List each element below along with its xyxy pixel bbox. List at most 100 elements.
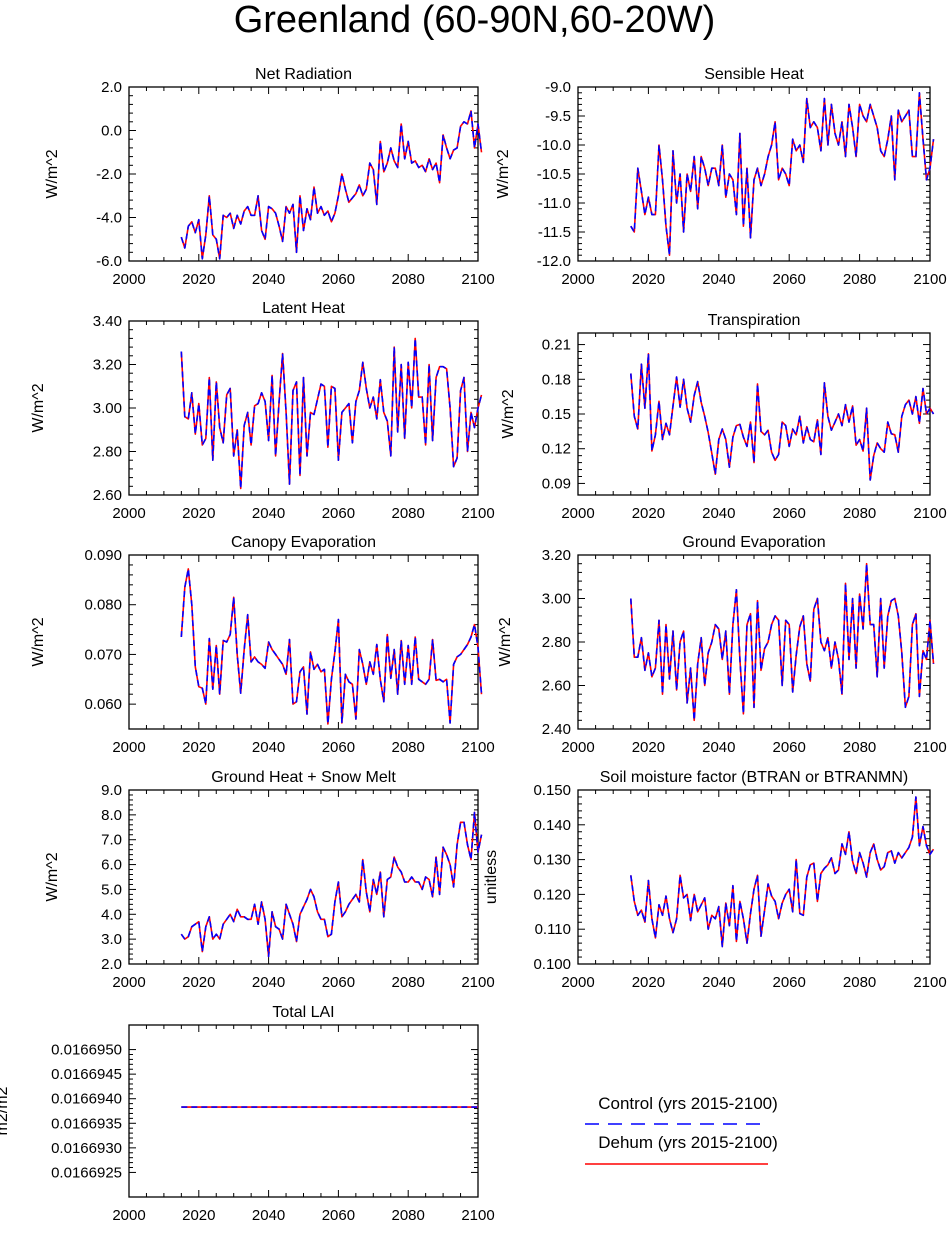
x-tick-label: 2100: [461, 1207, 494, 1224]
y-tick-label: 3.0: [101, 931, 122, 948]
y-axis-label: unitless: [483, 850, 500, 904]
x-tick-label: 2000: [112, 974, 145, 991]
chart-panel-6: Ground Heat + Snow Melt W/m^2 2000 2020 2040…: [44, 769, 495, 991]
y-tick-label: -6.0: [96, 253, 122, 270]
y-tick-label: 2.0: [101, 956, 122, 973]
panel-title: Sensible Heat: [704, 66, 804, 83]
y-tick-label: 0.120: [533, 886, 571, 903]
y-tick-label: -10.5: [537, 166, 571, 183]
x-tick-label: 2000: [561, 739, 594, 756]
y-tick-label: 3.00: [93, 400, 122, 417]
series-line-control: [180, 811, 483, 958]
x-tick-label: 2020: [632, 271, 665, 288]
x-tick-label: 2000: [561, 271, 594, 288]
y-tick-label: 2.80: [542, 634, 571, 651]
chart-panel-0: Net Radiation W/m^2 2000 2020 2040 2060 2080 21…: [44, 66, 495, 288]
series-line-control: [180, 110, 483, 260]
legend-label-control: Control (yrs 2015-2100): [598, 1094, 778, 1113]
x-tick-label: 2000: [112, 1207, 145, 1224]
y-tick-label: 0.0: [101, 123, 122, 140]
y-tick-label: 0.15: [542, 406, 571, 423]
x-tick-label: 2080: [392, 974, 425, 991]
plot-frame: [128, 1024, 479, 1198]
plot-frame: [128, 554, 479, 730]
y-axis-label: W/m^2: [30, 617, 47, 666]
x-tick-label: 2040: [702, 974, 735, 991]
y-tick-label: 3.20: [93, 357, 122, 374]
x-tick-label: 2020: [182, 974, 215, 991]
x-tick-label: 2000: [561, 974, 594, 991]
y-tick-label: 0.150: [533, 782, 571, 799]
x-tick-label: 2060: [322, 505, 355, 522]
y-tick-label: -4.0: [96, 210, 122, 227]
series-line-control: [180, 337, 483, 490]
chart-panel-5: Ground Evaporation W/m^2 2000 2020 2040 2060 2…: [497, 534, 947, 756]
panel-title: Ground Evaporation: [682, 534, 825, 551]
x-tick-label: 2100: [913, 505, 946, 522]
y-tick-label: 8.0: [101, 807, 122, 824]
chart-panel-7: Soil moisture factor (BTRAN or BTRANMN) u…: [483, 769, 947, 991]
y-tick-label: 9.0: [101, 782, 122, 799]
x-tick-label: 2000: [112, 739, 145, 756]
x-tick-label: 2060: [773, 505, 806, 522]
plot-frame: [128, 86, 479, 262]
chart-panels: Net Radiation W/m^2 2000 2020 2040 2060 2080 21…: [0, 66, 947, 1224]
x-tick-label: 2100: [913, 739, 946, 756]
series-line-dehum: [180, 568, 483, 725]
x-tick-label: 2020: [182, 1207, 215, 1224]
series-line-dehum: [180, 110, 483, 260]
plot-frame: [577, 86, 931, 262]
y-axis-label: m2/m2: [0, 1086, 11, 1135]
y-tick-label: 0.130: [533, 852, 571, 869]
x-tick-label: 2000: [561, 505, 594, 522]
x-tick-label: 2040: [702, 271, 735, 288]
legend: Control (yrs 2015-2100) Dehum (yrs 2015-…: [585, 1094, 778, 1165]
panel-title: Ground Heat + Snow Melt: [211, 769, 396, 786]
series-line-control: [630, 562, 935, 722]
y-tick-label: 0.0166950: [51, 1042, 122, 1059]
y-tick-label: 0.110: [535, 921, 571, 938]
y-tick-label: 4.0: [101, 906, 122, 923]
y-tick-label: 2.0: [101, 79, 122, 96]
series-line-control: [630, 352, 935, 481]
y-tick-label: -11.5: [538, 224, 571, 241]
x-tick-label: 2080: [843, 505, 876, 522]
y-tick-label: 2.80: [93, 444, 122, 461]
y-tick-label: 5.0: [101, 881, 122, 898]
chart-panel-8: Total LAI m2/m2 2000 2020 2040 2060 2080 2100 0.…: [0, 1004, 495, 1224]
y-tick-label: 0.0166935: [51, 1115, 122, 1132]
x-tick-label: 2040: [702, 739, 735, 756]
y-tick-label: -2.0: [96, 166, 122, 183]
y-tick-label: 6.0: [101, 857, 122, 874]
x-tick-label: 2020: [632, 505, 665, 522]
y-tick-label: 3.00: [542, 591, 571, 608]
x-tick-label: 2100: [461, 505, 494, 522]
y-axis-label: W/m^2: [497, 617, 514, 666]
y-tick-label: 0.140: [533, 817, 571, 834]
plot-frame: [577, 332, 931, 496]
x-tick-label: 2020: [632, 739, 665, 756]
chart-panel-2: Latent Heat W/m^2 2000 2020 2040 2060 2080 2100…: [30, 300, 495, 522]
y-tick-label: 0.100: [533, 956, 571, 973]
x-tick-label: 2080: [392, 739, 425, 756]
series-line-control: [630, 796, 935, 948]
y-tick-label: 3.40: [93, 313, 122, 330]
y-tick-label: 0.060: [84, 696, 122, 713]
x-tick-label: 2000: [112, 271, 145, 288]
x-tick-label: 2060: [322, 1207, 355, 1224]
x-tick-label: 2100: [461, 739, 494, 756]
y-tick-label: 2.60: [93, 487, 122, 504]
panel-title: Canopy Evaporation: [231, 534, 376, 551]
x-tick-label: 2040: [252, 1207, 285, 1224]
y-tick-label: 0.070: [84, 646, 122, 663]
y-tick-label: 7.0: [101, 832, 122, 849]
x-tick-label: 2060: [322, 739, 355, 756]
series-line-dehum: [180, 337, 483, 490]
x-tick-label: 2020: [632, 974, 665, 991]
x-tick-label: 2040: [252, 974, 285, 991]
chart-panel-3: Transpiration W/m^2 2000 2020 2040 2060 2080 21…: [500, 312, 947, 522]
x-tick-label: 2020: [182, 271, 215, 288]
y-tick-label: 0.09: [542, 475, 571, 492]
series-line-dehum: [630, 562, 935, 722]
